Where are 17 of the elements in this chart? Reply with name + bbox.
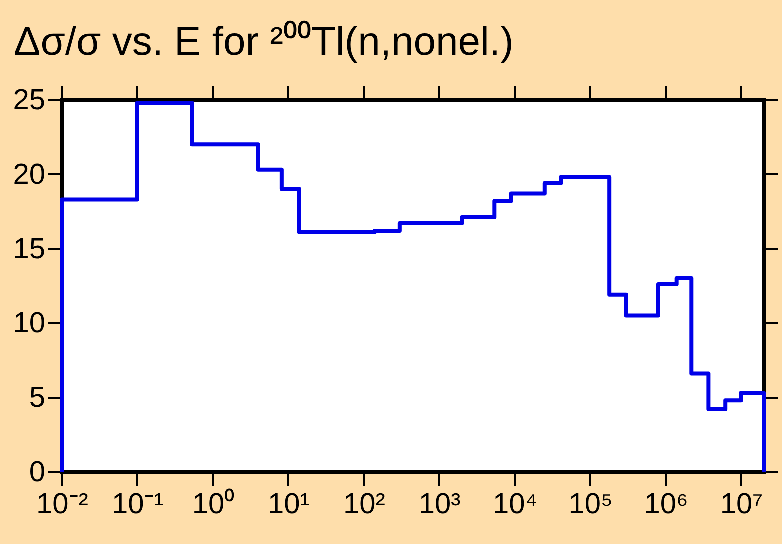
y-tick-label: 5	[29, 382, 46, 414]
x-tick-label: 10¹	[268, 488, 310, 520]
x-tick-label: 10⁴	[492, 488, 538, 520]
x-tick-label: 10⁻¹	[112, 488, 164, 520]
x-tick-label: 10⁷	[720, 488, 764, 520]
x-tick-label: 10⁵	[568, 488, 613, 520]
x-tick-label: 10⁶	[644, 488, 688, 520]
y-tick-label: 15	[13, 233, 46, 266]
y-tick-label: 20	[13, 158, 46, 191]
y-tick-label: 25	[13, 84, 46, 116]
chart-title: Δσ/σ vs. E for ²⁰⁰Tl(n,nonel.)	[14, 20, 514, 64]
x-tick-label: 10⁰	[192, 488, 235, 520]
y-tick-label: 0	[29, 456, 46, 488]
x-tick-label: 10²	[343, 488, 386, 520]
x-tick-label: 10³	[418, 488, 462, 520]
y-tick-label: 10	[13, 308, 46, 340]
x-tick-label: 10⁻²	[36, 488, 89, 520]
